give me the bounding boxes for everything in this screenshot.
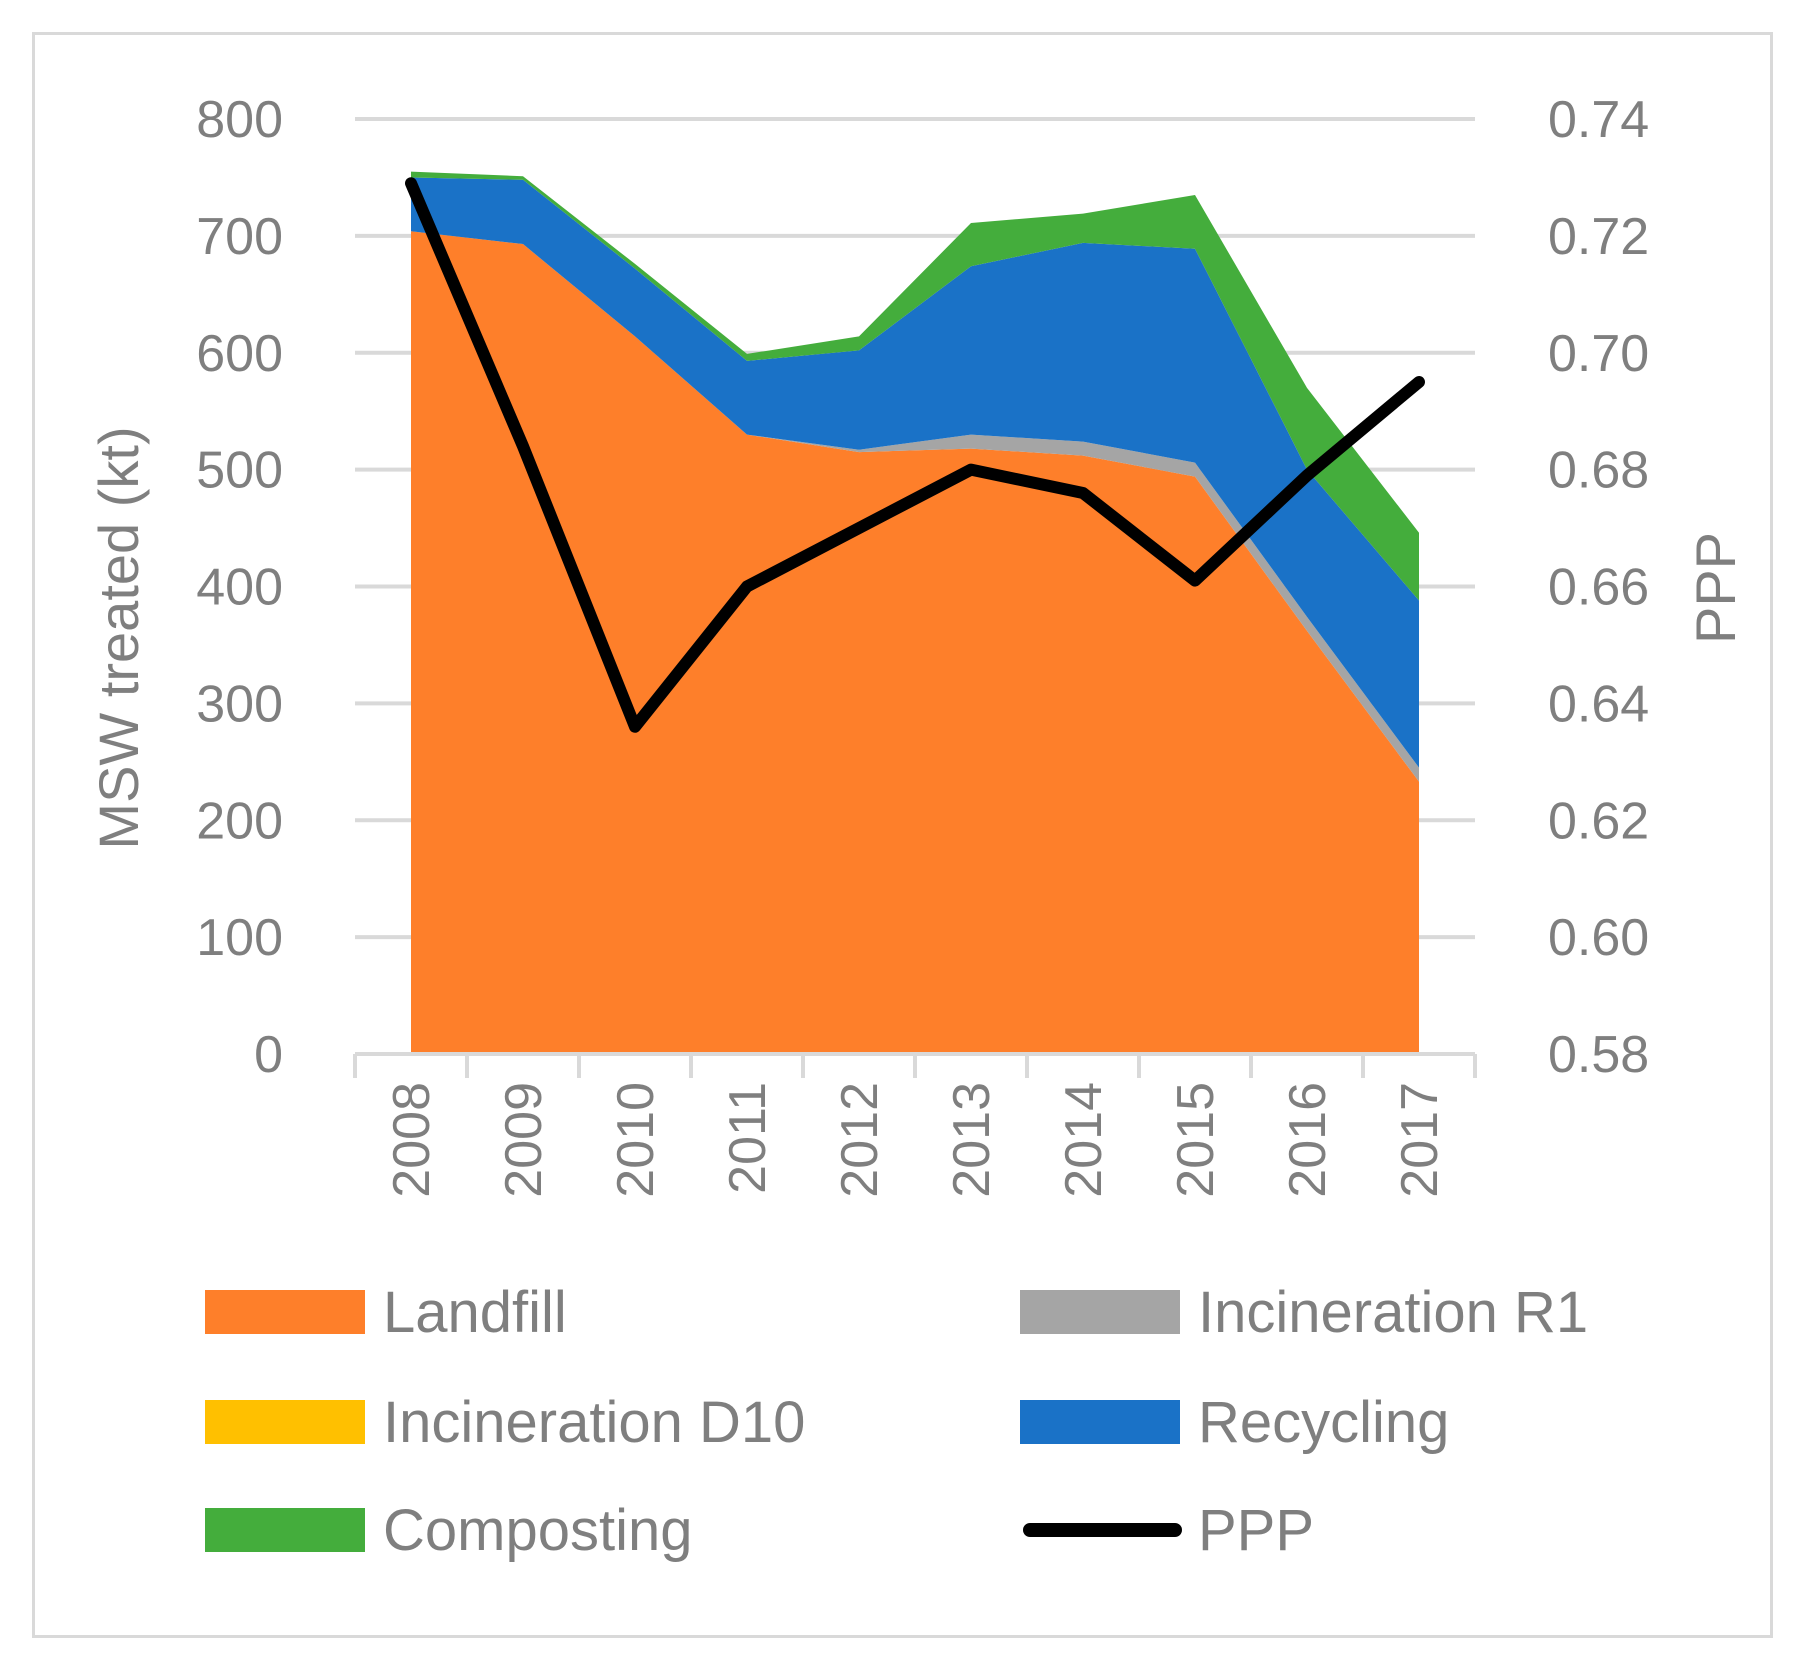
x-tick-label: 2013	[943, 1082, 1001, 1198]
right-tick-label: 0.60	[1548, 909, 1649, 967]
right-tick-label: 0.70	[1548, 325, 1649, 383]
x-tick-label: 2011	[719, 1082, 777, 1194]
legend-swatch-landfill	[205, 1290, 365, 1334]
right-axis-title: PPP	[1684, 532, 1747, 644]
x-tick-label: 2017	[1391, 1082, 1449, 1198]
legend-label-incineration-r1: Incineration R1	[1198, 1280, 1588, 1345]
area-recycling	[411, 177, 1419, 768]
legend-swatch-incineration-r1	[1020, 1290, 1180, 1334]
x-tick-label: 2008	[383, 1082, 441, 1198]
left-tick-label: 600	[196, 325, 283, 383]
left-tick-label: 100	[196, 909, 283, 967]
right-tick-label: 0.62	[1548, 792, 1649, 850]
left-tick-label: 0	[254, 1026, 283, 1084]
left-tick-label: 200	[196, 792, 283, 850]
legend-label-composting: Composting	[383, 1498, 692, 1563]
x-tick-label: 2014	[1055, 1082, 1113, 1198]
right-axis-ticks: 0.58 0.60 0.62 0.64 0.66 0.68 0.70 0.72 0.74	[1548, 91, 1649, 1084]
left-axis-ticks: 0 100 200 300 400 500 600 700 800	[196, 91, 283, 1084]
left-tick-label: 300	[196, 675, 283, 733]
legend-label-ppp: PPP	[1198, 1498, 1314, 1563]
right-tick-label: 0.66	[1548, 559, 1649, 617]
x-tick-label: 2012	[831, 1082, 889, 1198]
left-tick-label: 400	[196, 559, 283, 617]
line-ppp	[405, 177, 1425, 733]
legend-swatch-recycling	[1020, 1400, 1180, 1444]
legend-label-incineration-d10: Incineration D10	[383, 1390, 805, 1455]
legend-swatch-incineration-d10	[205, 1400, 365, 1444]
area-incineration-r1	[411, 231, 1419, 782]
x-tick-label: 2009	[495, 1082, 553, 1198]
right-tick-label: 0.72	[1548, 208, 1649, 266]
x-tick-label: 2016	[1279, 1082, 1337, 1198]
legend-swatch-composting	[205, 1508, 365, 1552]
ppp-line-layer	[405, 177, 1425, 733]
x-tick-label: 2015	[1167, 1082, 1225, 1198]
right-tick-label: 0.74	[1548, 91, 1649, 149]
legend: Landfill Incineration R1 Incineration D10 R…	[205, 1280, 1588, 1563]
x-axis	[353, 1052, 1477, 1078]
left-tick-label: 800	[196, 91, 283, 149]
x-tick-label: 2010	[607, 1082, 665, 1198]
area-landfill	[411, 231, 1419, 1054]
left-tick-label: 700	[196, 208, 283, 266]
right-tick-label: 0.68	[1548, 442, 1649, 500]
legend-label-recycling: Recycling	[1198, 1390, 1449, 1455]
x-axis-ticks: 2008 2009 2010 2011 2012 2013 2014 2015 2016 2017	[383, 1082, 1449, 1198]
legend-label-landfill: Landfill	[383, 1280, 567, 1345]
left-axis-title: MSW treated (kt)	[87, 426, 150, 849]
left-tick-label: 500	[196, 442, 283, 500]
chart-frame	[32, 32, 1773, 1638]
stacked-areas	[411, 171, 1419, 1054]
right-tick-label: 0.58	[1548, 1026, 1649, 1084]
right-tick-label: 0.64	[1548, 675, 1649, 733]
